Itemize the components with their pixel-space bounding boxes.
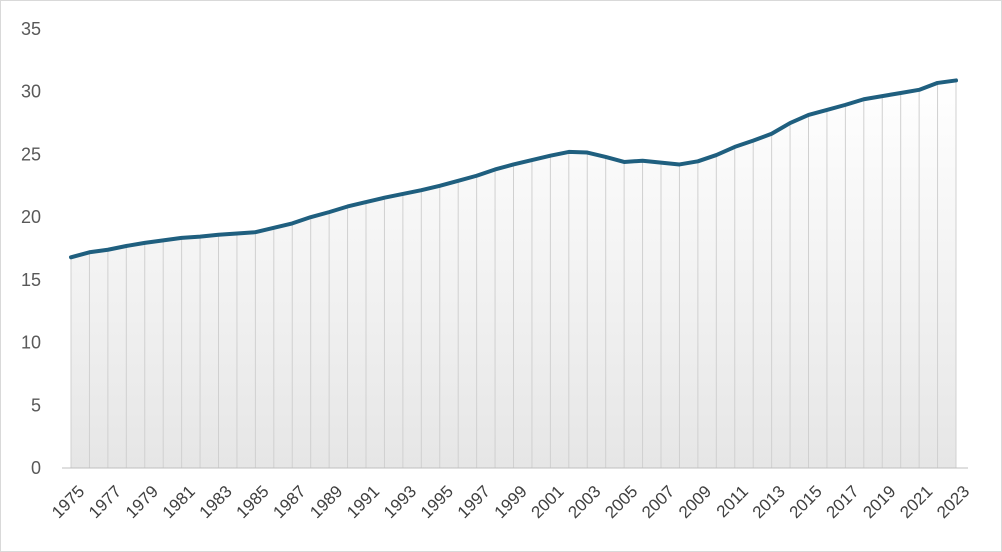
x-tick-label: 2003: [564, 482, 604, 522]
y-tick-label: 10: [21, 333, 41, 353]
x-tick-label: 2015: [786, 482, 826, 522]
x-tick-label: 2011: [713, 482, 752, 521]
x-tick-label: 1975: [48, 482, 88, 522]
x-tick-label: 2009: [675, 482, 715, 522]
x-tick-label: 1981: [159, 482, 199, 522]
x-axis-ticks: 1975197719791981198319851987198919911993…: [48, 482, 973, 522]
x-tick-label: 2001: [528, 482, 568, 522]
x-tick-label: 1999: [491, 482, 531, 522]
series-line: [69, 78, 958, 260]
x-tick-label: 2019: [859, 482, 899, 522]
x-tick-label: 2013: [749, 482, 789, 522]
x-tick-label: 2017: [823, 482, 863, 522]
x-tick-label: 2005: [601, 482, 641, 522]
y-tick-label: 15: [21, 270, 41, 290]
y-tick-label: 30: [21, 82, 41, 102]
x-tick-label: 2021: [896, 482, 936, 522]
x-tick-label: 2007: [638, 482, 678, 522]
y-tick-label: 20: [21, 207, 41, 227]
y-tick-label: 0: [31, 458, 41, 478]
x-tick-label: 1987: [269, 482, 309, 522]
x-tick-label: 2023: [933, 482, 973, 522]
y-axis-ticks: 0 5 10 15 20 25 30 35: [21, 19, 41, 478]
y-tick-label: 25: [21, 144, 41, 164]
x-tick-label: 1989: [306, 482, 346, 522]
drop-lines: [70, 80, 957, 468]
x-tick-label: 1979: [122, 482, 162, 522]
x-tick-label: 1997: [454, 482, 494, 522]
x-tick-label: 1983: [196, 482, 236, 522]
x-tick-label: 1985: [233, 482, 273, 522]
y-tick-label: 35: [21, 19, 41, 39]
y-tick-label: 5: [31, 395, 41, 415]
x-tick-label: 1991: [343, 482, 383, 522]
x-tick-label: 1993: [380, 482, 420, 522]
x-tick-label: 1977: [85, 482, 125, 522]
x-tick-label: 1995: [417, 482, 457, 522]
